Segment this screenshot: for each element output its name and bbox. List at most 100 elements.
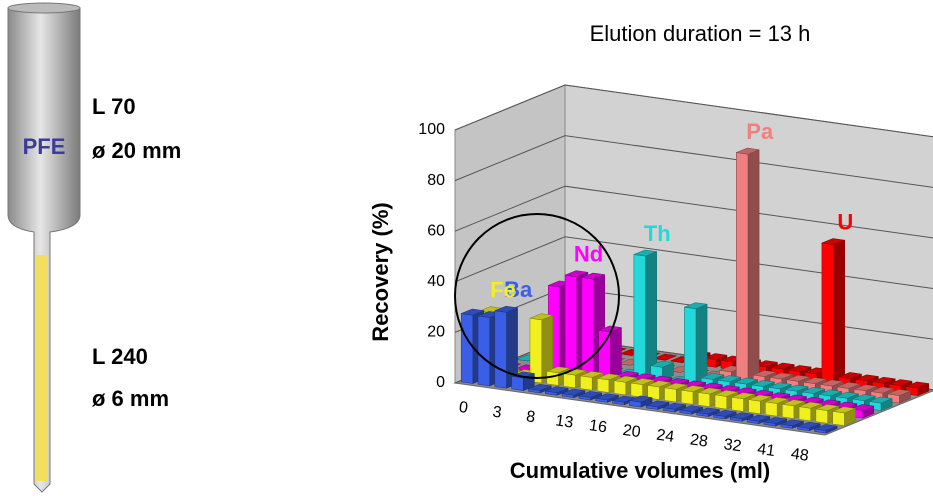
bar-top (649, 360, 675, 368)
bar-top (787, 365, 813, 372)
bar-top (779, 419, 805, 427)
bar-front (821, 242, 834, 385)
bar-top (820, 238, 846, 245)
bar-top (594, 393, 620, 401)
bar-top (613, 375, 638, 383)
x-tick-label: 0 (458, 399, 469, 417)
diameter-label: ø 6 mm (92, 386, 169, 411)
bar-front (832, 411, 845, 426)
bar-top (796, 421, 822, 429)
y-tick-label: 20 (427, 324, 445, 341)
bar-top (850, 404, 875, 411)
series-label: Fe (490, 277, 516, 302)
bar-top (868, 396, 894, 404)
bar-top (596, 373, 621, 381)
bar-top (678, 405, 704, 412)
series-label: Ba (504, 277, 533, 302)
bar (831, 406, 857, 426)
bar-side (645, 251, 657, 378)
bar (746, 414, 771, 425)
bar (529, 313, 554, 384)
bar-top (493, 305, 519, 313)
bar-top (834, 391, 860, 399)
length-label: L 240 (92, 344, 148, 369)
x-axis-title: Cumulative volumes (ml) (510, 458, 770, 483)
bar (652, 353, 678, 361)
bar-top (801, 387, 826, 394)
bar-front (664, 387, 677, 403)
bar (820, 238, 846, 385)
grid-line (454, 135, 933, 188)
bar-front (782, 404, 795, 419)
bar-top (735, 147, 761, 155)
bar-top (577, 391, 603, 398)
bar-top (460, 308, 485, 316)
x-tick-label: 48 (790, 446, 810, 465)
bar-front (633, 254, 646, 378)
bar-top (544, 386, 570, 394)
bar-front (697, 392, 711, 407)
y-tick-label: 60 (427, 222, 445, 239)
bar-front (684, 306, 697, 385)
x-tick-label: 13 (554, 412, 574, 431)
bar-top (747, 394, 773, 402)
bar-top (767, 382, 793, 390)
bar-side (695, 303, 708, 385)
bar-front (546, 370, 559, 386)
x-tick-label: 32 (723, 436, 743, 455)
bar-top (579, 371, 605, 378)
bar-front (798, 406, 812, 422)
bar (683, 302, 709, 385)
bar-top (695, 407, 721, 415)
bar-top (632, 249, 658, 257)
column-top (7, 2, 81, 14)
bar-top (753, 360, 779, 368)
length-label: L 70 (92, 94, 136, 119)
bar-top (683, 302, 709, 309)
y-tick-label: 100 (418, 121, 445, 138)
bar-front (765, 401, 778, 417)
bar-front (748, 399, 761, 415)
bar-side (833, 239, 845, 385)
bar (729, 412, 755, 422)
bar (645, 400, 670, 410)
bar-top (798, 401, 823, 409)
bar (796, 421, 822, 432)
bar (577, 391, 603, 401)
diameter-label: ø 20 mm (92, 138, 181, 163)
bar-front (511, 376, 524, 391)
bar-front (731, 396, 744, 412)
bar-top (680, 385, 706, 392)
bar-front (564, 274, 578, 379)
bar-top (597, 325, 623, 333)
x-tick-label: 24 (655, 427, 675, 446)
bar-top (527, 384, 553, 391)
bar-top (629, 378, 655, 385)
bar-front (563, 373, 576, 389)
bar-top (886, 389, 912, 396)
bar (695, 407, 721, 417)
grid-line (454, 236, 933, 290)
bar-top (733, 377, 759, 385)
bar-top (663, 382, 689, 390)
bar (597, 325, 623, 384)
bar-side (747, 149, 760, 383)
bar-top (561, 388, 586, 396)
bar (662, 402, 687, 413)
series-label: Th (644, 221, 671, 246)
column-body (7, 7, 81, 493)
bar (594, 393, 620, 403)
bar-top (837, 372, 863, 379)
bar-top (769, 372, 794, 380)
bar-top (646, 380, 672, 388)
bar (886, 389, 912, 404)
y-axis-title: Recovery (%) (368, 202, 393, 341)
y-tick-label: 0 (436, 374, 445, 391)
bar-top (802, 377, 828, 384)
bar-top (905, 381, 930, 389)
bar-top (819, 379, 845, 387)
series-label: Nd (574, 241, 603, 266)
bar-top (836, 382, 861, 389)
bar-top (785, 374, 811, 382)
